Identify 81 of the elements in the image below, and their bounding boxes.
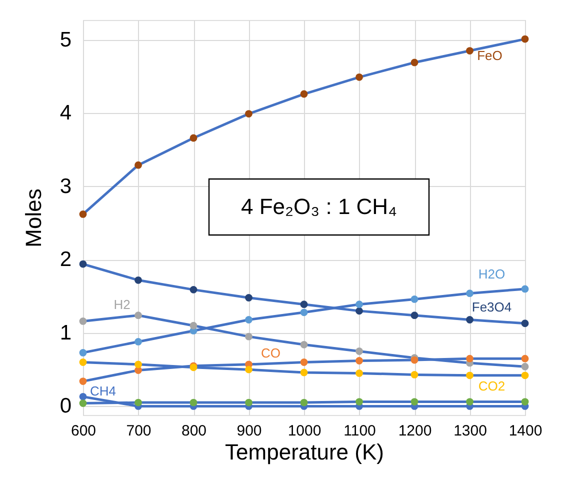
point [190, 322, 198, 330]
point [410, 296, 418, 303]
y-tick-label: 1 [60, 321, 72, 344]
y-tick-label: 3 [60, 174, 72, 198]
series-label: CO2 [478, 378, 506, 394]
point [134, 161, 142, 169]
point [466, 47, 474, 54]
point [79, 378, 87, 385]
point [190, 134, 198, 142]
series-label: FeO [477, 48, 502, 63]
point [410, 312, 418, 320]
point [521, 372, 529, 380]
point [79, 392, 87, 400]
y-tick-label: 4 [60, 102, 72, 125]
point [466, 290, 474, 298]
x-axis-title: Temperature (K) [225, 440, 384, 464]
x-tick-label: 1300 [454, 422, 487, 440]
point [356, 357, 363, 364]
series-label: H2O [478, 266, 506, 282]
point [521, 398, 529, 406]
point [245, 366, 252, 374]
point [79, 349, 87, 356]
x-tick-label: 1100 [344, 422, 376, 440]
point [466, 398, 474, 406]
point [466, 372, 474, 380]
series-label: Fe3O4 [472, 300, 512, 315]
point [521, 362, 529, 370]
point [300, 300, 308, 308]
point [300, 340, 308, 348]
point [245, 398, 252, 406]
point [466, 316, 474, 324]
point [521, 285, 529, 293]
point [245, 110, 252, 118]
x-tick-label: 700 [126, 422, 152, 440]
point [190, 398, 198, 406]
point [300, 308, 308, 316]
y-tick-label: 5 [60, 28, 72, 52]
point [245, 294, 252, 302]
point [356, 73, 363, 81]
x-tick-label: 900 [236, 422, 262, 440]
y-tick-label: 2 [60, 248, 72, 272]
series-label: CO [261, 345, 280, 360]
point [466, 354, 474, 362]
point [79, 358, 87, 366]
point [356, 348, 363, 355]
x-tick-label: 1200 [398, 422, 432, 440]
point [410, 398, 418, 406]
point [356, 370, 363, 377]
point [79, 210, 87, 218]
point [134, 360, 142, 368]
point [134, 312, 142, 320]
point [190, 286, 198, 294]
point [300, 398, 308, 406]
point [245, 316, 252, 324]
point [134, 276, 142, 284]
point [521, 35, 529, 43]
point [300, 368, 308, 376]
point [356, 398, 363, 406]
x-tick-label: 600 [70, 422, 96, 440]
series-label: CH4 [90, 384, 116, 399]
series-label: H2 [114, 297, 130, 312]
point [79, 317, 87, 325]
point [245, 332, 252, 340]
point [300, 90, 308, 98]
point [356, 300, 363, 308]
point [134, 338, 142, 346]
annotation: 4 Fe₂O₃ : 1 CH₄ [240, 194, 398, 219]
point [134, 398, 142, 406]
point [356, 307, 363, 315]
point [300, 358, 308, 366]
point [79, 400, 87, 407]
y-axis-title: Moles [20, 188, 46, 248]
point [521, 354, 529, 362]
x-tick-label: 1400 [508, 422, 542, 440]
point [410, 58, 418, 66]
x-tick-label: 1000 [288, 422, 322, 440]
y-tick-label: 0 [60, 394, 72, 418]
x-tick-label: 800 [181, 422, 207, 440]
point [410, 370, 418, 378]
point [521, 320, 529, 328]
point [79, 260, 87, 268]
